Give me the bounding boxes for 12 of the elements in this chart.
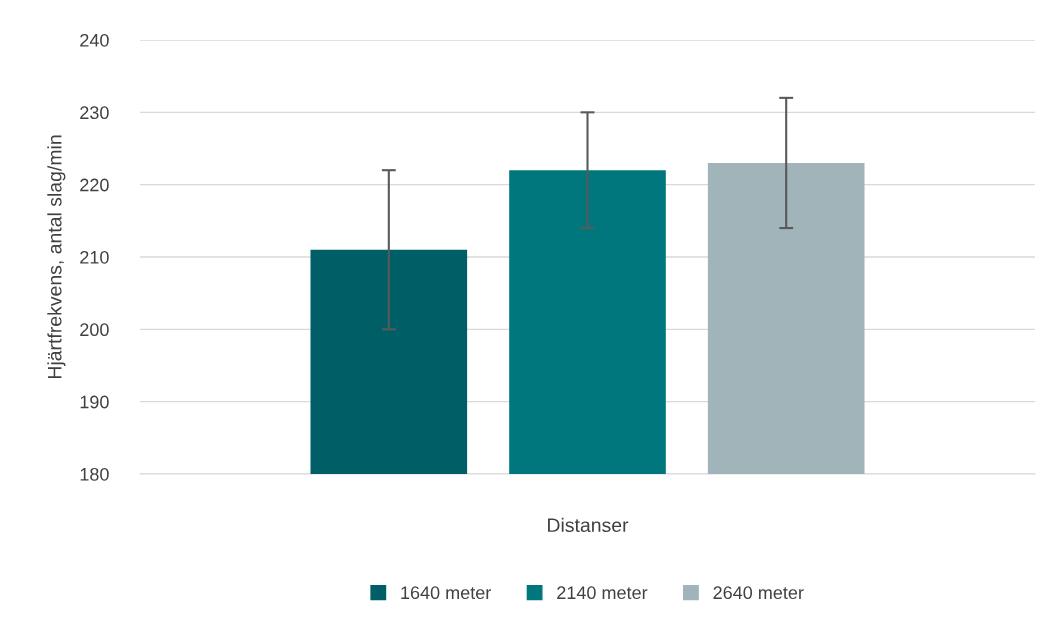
y-tick-label: 240: [80, 33, 109, 47]
y-tick-label: 230: [80, 106, 109, 120]
y-tick-label: 200: [80, 323, 109, 337]
y-tick-label: 180: [80, 467, 109, 481]
legend-label: 2640 meter: [713, 586, 804, 600]
legend-label: 2140 meter: [557, 586, 648, 600]
y-tick-label: 210: [80, 250, 109, 264]
y-tick-label: 190: [80, 395, 109, 409]
x-axis-title: Distanser: [548, 517, 629, 533]
y-axis-title: Hjärtfrekvens, antal slag/min: [47, 135, 66, 379]
y-tick-label: 220: [80, 178, 109, 192]
legend-label: 1640 meter: [401, 586, 491, 600]
